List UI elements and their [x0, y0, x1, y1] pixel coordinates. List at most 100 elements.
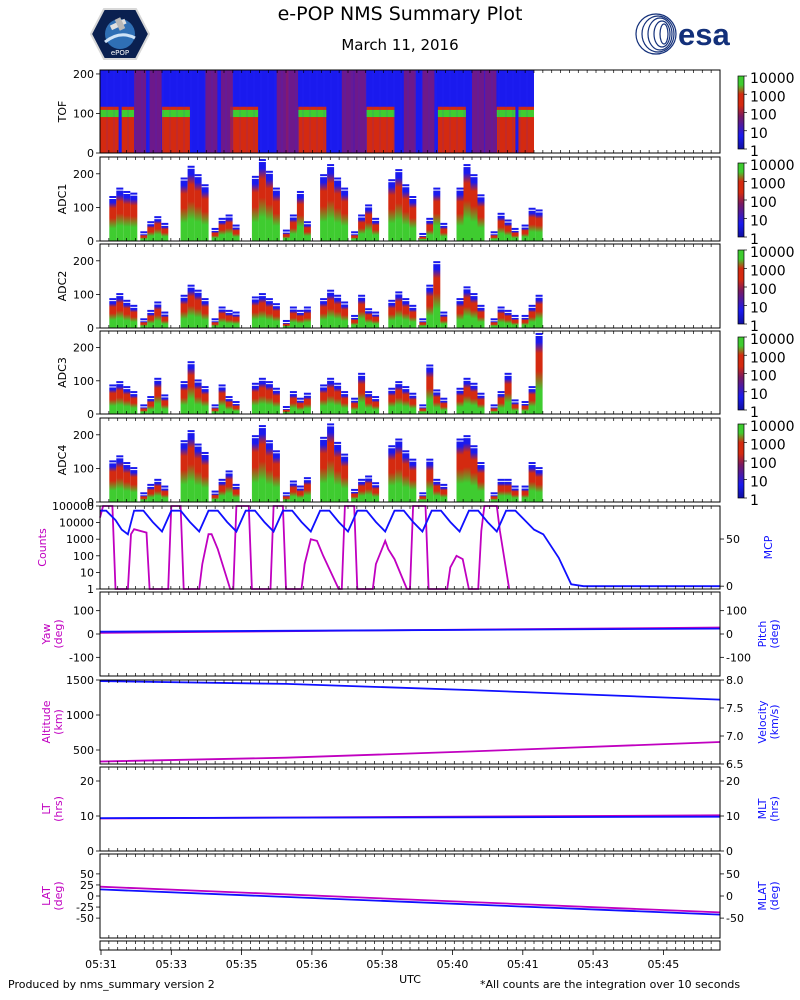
bar-cap	[320, 436, 328, 439]
y2-tick-label: -100	[726, 651, 751, 664]
bar-adc2	[334, 297, 342, 328]
bar-cap	[225, 470, 233, 473]
bar-adc1	[232, 227, 240, 241]
y-tick-label: 0	[87, 496, 94, 509]
y-axis-label-adc2: ADC2	[56, 271, 69, 302]
bar-cap	[409, 304, 417, 307]
tof-stripe	[276, 70, 289, 153]
bar-adc3	[140, 407, 148, 414]
bar-cap	[289, 214, 297, 217]
bar-cap	[511, 227, 519, 230]
bar-cap	[358, 214, 366, 217]
y-axis-label-lat-mlat-line: (deg)	[52, 881, 65, 910]
bar-cap	[521, 401, 529, 404]
footer-credit: Produced by nms_summary version 2	[8, 978, 215, 991]
chart-title: e-POP NMS Summary Plot	[277, 3, 523, 25]
bar-adc3	[395, 384, 403, 414]
bar-adc1	[218, 220, 226, 241]
bar-cap	[109, 196, 117, 198]
bar-adc1	[395, 172, 403, 241]
y-axis-label-lt-mlt-line: LT	[40, 803, 53, 815]
y-tick-label: 0	[87, 235, 94, 248]
x-tick-label: 05:33	[155, 958, 187, 971]
bar-adc4	[433, 481, 441, 502]
bar-adc4	[327, 426, 335, 502]
bar-cap	[372, 217, 380, 220]
bar-adc2	[187, 287, 195, 328]
bar-cap	[218, 384, 226, 387]
bar-cap	[251, 435, 259, 438]
bar-adc3	[440, 400, 448, 414]
bar-adc1	[463, 167, 471, 241]
y-tick-label: 10	[80, 566, 94, 579]
bar-cap	[116, 293, 124, 296]
y2-axis-label-altitude-velocity-line: (km/s)	[768, 704, 781, 739]
panel-frame-lat-mlat	[99, 853, 721, 939]
bar-cap	[372, 396, 380, 399]
bar-adc2	[282, 322, 290, 328]
colorbar-tick-label: 1	[750, 232, 759, 248]
tof-band	[121, 109, 135, 118]
bar-adc3	[477, 395, 485, 414]
bar-adc4	[147, 486, 155, 502]
y2-tick-label: 10	[726, 810, 740, 823]
y2-axis-label-lat-mlat-line: (deg)	[768, 881, 781, 910]
bar-cap	[327, 423, 335, 426]
tof-band	[298, 109, 327, 118]
bar-adc4	[296, 488, 304, 502]
bar-cap	[272, 303, 280, 306]
x-tick-label: 05:38	[366, 958, 398, 971]
y-axis-label-adc3: ADC3	[56, 357, 69, 388]
bar-cap	[130, 304, 138, 307]
bar-cap	[511, 399, 519, 402]
bar-cap	[201, 184, 209, 187]
bar-adc1	[272, 190, 280, 241]
bar-adc1	[116, 190, 124, 241]
bar-cap	[194, 379, 202, 382]
y-axis-label-altitude-velocity-line: (km)	[52, 709, 65, 735]
y-tick-label: 200	[73, 342, 94, 355]
bar-adc3	[497, 394, 505, 414]
bar-adc4	[289, 483, 297, 502]
bar-cap	[232, 224, 240, 227]
y2-axis-label-lt-mlt: MLT (hrs)	[756, 796, 781, 822]
x-tick-label: 05:35	[226, 958, 258, 971]
bar-adc1	[187, 168, 195, 241]
y-tick-label: 0	[87, 322, 94, 335]
bar-adc2	[440, 314, 448, 328]
bar-cap	[504, 309, 512, 312]
bar-cap	[426, 458, 434, 461]
bar-cap	[225, 214, 233, 217]
bar-cap	[372, 482, 380, 485]
bar-adc1	[123, 193, 131, 241]
bar-adc3	[426, 367, 434, 414]
panel-bg-yaw-pitch	[100, 592, 720, 676]
bar-cap	[490, 231, 498, 234]
bar-adc4	[180, 443, 188, 502]
series-mlt	[99, 815, 721, 819]
x-tick-label: 05:43	[577, 958, 609, 971]
y2-tick-label: 0	[726, 890, 733, 903]
bar-adc4	[372, 485, 380, 502]
bar-adc2	[327, 292, 335, 328]
bar-adc1	[296, 193, 304, 241]
bar-cap	[109, 460, 117, 463]
colorbar-tick-label: 10	[750, 126, 768, 142]
bar-adc2	[511, 317, 519, 328]
panel-frame-yaw-pitch	[99, 591, 721, 677]
bar-cap	[180, 177, 188, 180]
panel-frame-altitude-velocity	[99, 679, 721, 765]
colorbar-tof	[737, 75, 745, 150]
panel-frame-adc4	[99, 417, 721, 503]
bar-cap	[388, 445, 396, 448]
y2-axis-label-yaw-pitch: Pitch (deg)	[756, 619, 781, 648]
bar-cap	[504, 219, 512, 222]
bar-adc2	[116, 296, 124, 328]
bar-adc2	[140, 321, 148, 328]
y-tick-label: 100	[73, 288, 94, 301]
bar-cap	[419, 318, 427, 321]
bar-adc2	[470, 296, 478, 328]
bar-cap	[296, 190, 304, 193]
y-tick-label: 100	[73, 375, 94, 388]
bar-adc1	[456, 190, 464, 241]
